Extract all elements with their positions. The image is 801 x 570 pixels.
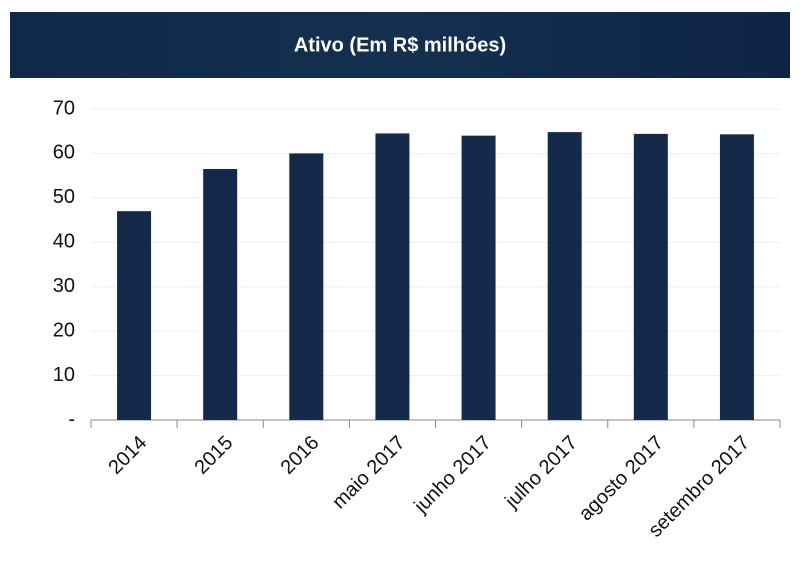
x-tick-label: maio 2017 <box>328 432 410 514</box>
y-tick-label: 50 <box>53 186 75 208</box>
y-tick-label: 60 <box>53 142 75 164</box>
bar <box>719 134 754 420</box>
y-tick-label: 40 <box>53 231 75 253</box>
bar <box>203 168 238 420</box>
y-tick-label: 70 <box>53 97 75 119</box>
x-tick-label: 2016 <box>277 432 324 479</box>
x-tick-label: agosto 2017 <box>575 432 668 525</box>
x-tick-label: 2014 <box>104 432 151 479</box>
y-tick-label: 30 <box>53 275 75 297</box>
y-tick-label: 10 <box>53 364 75 386</box>
bar <box>117 211 152 420</box>
x-tick-label: julho 2017 <box>500 432 582 514</box>
bar <box>461 135 496 420</box>
title-band <box>10 12 790 78</box>
bar <box>375 133 410 420</box>
bar <box>633 133 668 420</box>
bar <box>289 153 324 420</box>
y-tick-label: - <box>68 408 75 430</box>
chart-title: Ativo (Em R$ milhões) <box>294 34 506 56</box>
x-tick-label: junho 2017 <box>410 432 496 518</box>
bar <box>547 132 582 421</box>
y-tick-label: 20 <box>53 319 75 341</box>
x-tick-label: 2015 <box>190 432 237 479</box>
